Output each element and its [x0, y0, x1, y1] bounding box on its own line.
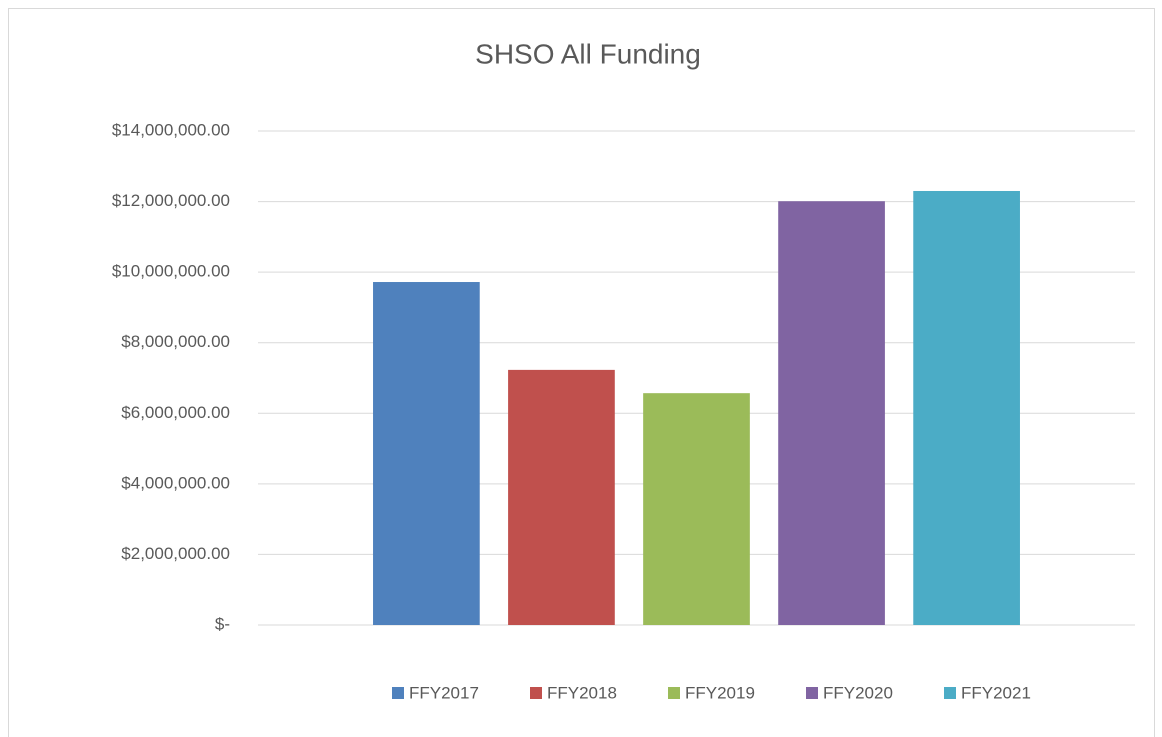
legend-label: FFY2021	[961, 683, 1031, 702]
legend-swatch	[668, 687, 680, 699]
chart-title: SHSO All Funding	[475, 38, 701, 69]
y-tick-label: $6,000,000.00	[121, 403, 230, 422]
legend-swatch	[392, 687, 404, 699]
legend-swatch	[806, 687, 818, 699]
y-tick-label: $8,000,000.00	[121, 332, 230, 351]
bar	[643, 393, 750, 625]
y-tick-label: $10,000,000.00	[112, 262, 230, 281]
y-tick-label: $14,000,000.00	[112, 120, 230, 139]
bar	[508, 369, 615, 625]
legend-label: FFY2020	[823, 683, 893, 702]
bar	[913, 190, 1020, 625]
y-tick-label: $12,000,000.00	[112, 191, 230, 210]
legend-label: FFY2019	[685, 683, 755, 702]
legend-label: FFY2017	[409, 683, 479, 702]
bar	[373, 282, 480, 625]
y-tick-label: $-	[215, 614, 230, 633]
y-tick-label: $4,000,000.00	[121, 473, 230, 492]
legend-swatch	[944, 687, 956, 699]
legend-swatch	[530, 687, 542, 699]
legend-label: FFY2018	[547, 683, 617, 702]
bar	[778, 201, 885, 625]
y-tick-label: $2,000,000.00	[121, 544, 230, 563]
